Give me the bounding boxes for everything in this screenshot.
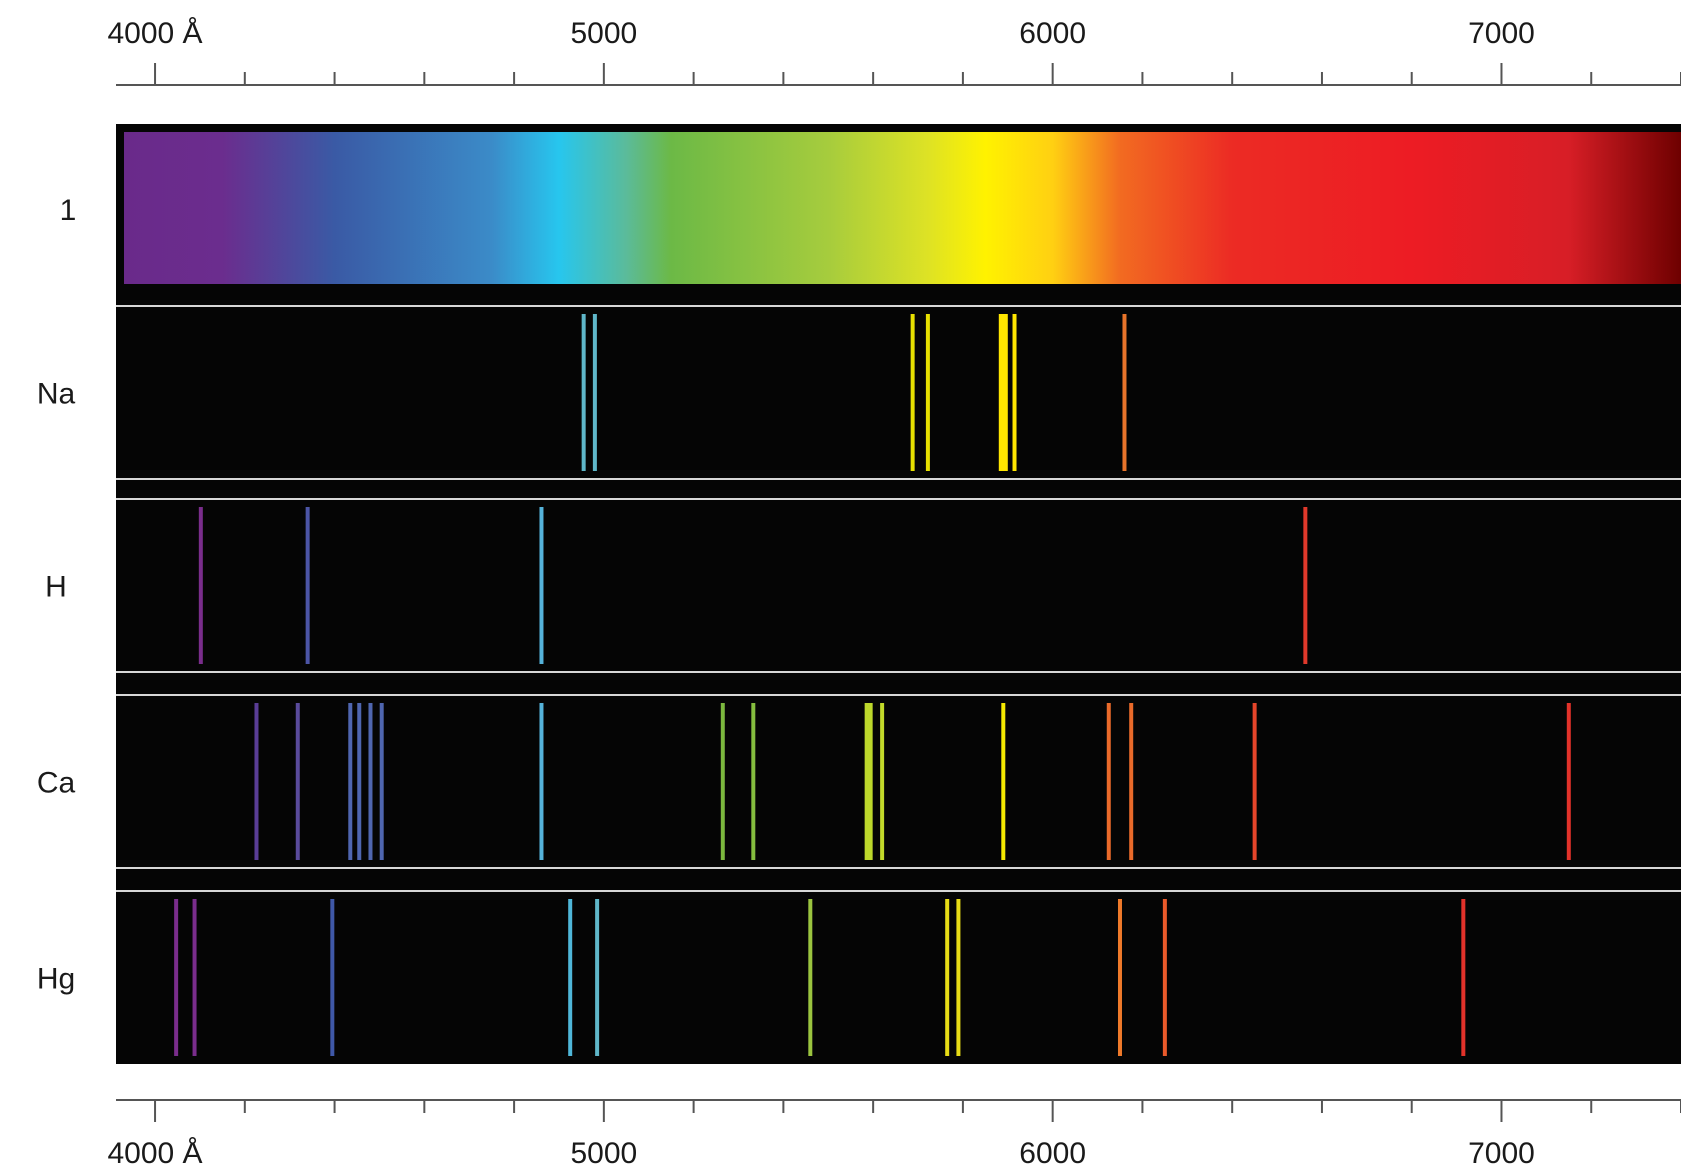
emission-line — [880, 703, 885, 860]
emission-line — [751, 703, 756, 860]
emission-line — [539, 703, 544, 860]
emission-line — [1001, 703, 1006, 860]
emission-line — [1117, 899, 1122, 1056]
spectrum-h — [198, 507, 1308, 664]
emission-line — [1461, 899, 1466, 1056]
emission-line — [864, 703, 873, 860]
row-label-hg: Hg — [37, 963, 75, 996]
row-label-continuous: 1 — [60, 194, 77, 227]
spectrum-hg — [174, 899, 1466, 1056]
row-label-ca: Ca — [37, 767, 76, 800]
emission-line — [910, 314, 915, 471]
emission-line — [595, 899, 600, 1056]
emission-line — [330, 899, 335, 1056]
row-label-na: Na — [37, 378, 76, 411]
emission-line — [925, 314, 930, 471]
emission-line — [808, 899, 813, 1056]
emission-line — [368, 703, 373, 860]
top-tick-label: 6000 — [1019, 17, 1086, 50]
emission-line — [539, 507, 544, 664]
emission-line — [998, 314, 1008, 471]
emission-line — [1162, 899, 1167, 1056]
bottom-tick-label: 4000 Å — [107, 1137, 202, 1169]
top-wavelength-axis: 4000 Å 5000 6000 7000 — [107, 17, 1681, 86]
emission-line — [568, 899, 573, 1056]
emission-line — [1566, 703, 1571, 860]
emission-line — [198, 507, 203, 664]
emission-line — [379, 703, 384, 860]
spectrum-na — [581, 314, 1127, 471]
emission-line — [305, 507, 310, 664]
emission-line — [720, 703, 725, 860]
bottom-tick-label: 6000 — [1019, 1137, 1086, 1169]
emission-line — [1129, 703, 1134, 860]
bottom-tick-label: 7000 — [1468, 1137, 1535, 1169]
emission-line — [254, 703, 259, 860]
continuous-spectrum — [124, 132, 1681, 284]
spectrum-panels — [116, 124, 1681, 1064]
emission-line — [956, 899, 961, 1056]
emission-line — [1012, 314, 1017, 471]
emission-line — [592, 314, 597, 471]
emission-line — [581, 314, 586, 471]
row-label-h: H — [45, 571, 67, 604]
emission-line — [174, 899, 179, 1056]
emission-line — [1252, 703, 1257, 860]
emission-line — [295, 703, 300, 860]
emission-line — [1106, 703, 1111, 860]
emission-line — [945, 899, 950, 1056]
row-labels: 1 Na H Ca Hg — [37, 194, 77, 996]
top-tick-label: 7000 — [1468, 17, 1535, 50]
emission-line — [1122, 314, 1127, 471]
emission-line — [192, 899, 197, 1056]
emission-line — [1303, 507, 1308, 664]
bottom-wavelength-axis: 4000 Å 5000 6000 7000 — [107, 1099, 1681, 1169]
emission-line — [357, 703, 362, 860]
emission-line — [348, 703, 353, 860]
bottom-tick-label: 5000 — [570, 1137, 637, 1169]
top-tick-label: 4000 Å — [107, 17, 202, 50]
top-tick-label: 5000 — [570, 17, 637, 50]
spectrum-ca — [254, 703, 1571, 860]
